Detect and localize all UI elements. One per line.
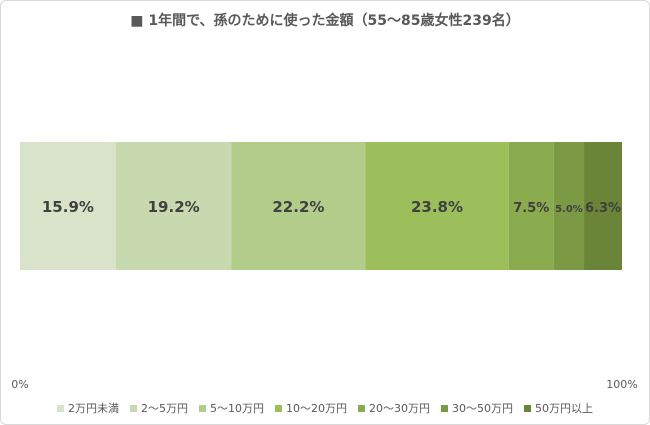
legend-label: 2万円未満 bbox=[68, 402, 119, 415]
data-label-3: 22.2% bbox=[272, 198, 324, 216]
chart-title: ■ 1年間で、孫のために使った金額（55～85歳女性239名） bbox=[130, 13, 520, 29]
legend-item-5: 20～30万円 bbox=[358, 400, 430, 416]
legend-label: 2～5万円 bbox=[141, 402, 188, 415]
legend-item-2: 2～5万円 bbox=[130, 400, 188, 416]
legend-swatch bbox=[275, 404, 282, 412]
legend-swatch bbox=[130, 404, 137, 412]
bar-segment-3 bbox=[231, 142, 366, 270]
legend-item-4: 10～20万円 bbox=[275, 400, 347, 416]
legend-swatch bbox=[441, 404, 448, 412]
legend-label: 5～10万円 bbox=[210, 402, 264, 415]
data-label-4: 23.8% bbox=[411, 198, 463, 216]
data-label-5: 7.5% bbox=[513, 201, 549, 216]
bar-segment-4 bbox=[365, 142, 509, 270]
x-tick-label-1: 0% bbox=[11, 378, 28, 391]
legend-swatch bbox=[358, 404, 365, 412]
data-label-7: 6.3% bbox=[585, 201, 621, 216]
data-labels: 15.9% 19.2% 22.2% 23.8% 7.5% 5.0% 6.3% bbox=[42, 198, 621, 216]
legend-swatch bbox=[57, 404, 64, 412]
legend-label: 50万円以上 bbox=[535, 402, 593, 415]
legend-swatch bbox=[524, 404, 531, 412]
legend-label: 10～20万円 bbox=[286, 402, 347, 415]
x-tick-label-2: 100% bbox=[606, 378, 637, 391]
data-label-6: 5.0% bbox=[555, 204, 583, 215]
bar-segment-2 bbox=[115, 142, 232, 270]
bar-segment-6 bbox=[553, 142, 585, 270]
x-axis: 0% 100% bbox=[11, 378, 637, 391]
legend-swatch bbox=[199, 404, 206, 412]
legend-label: 20～30万円 bbox=[369, 402, 430, 415]
legend-label: 30～50万円 bbox=[452, 402, 513, 415]
legend-item-3: 5～10万円 bbox=[199, 400, 264, 416]
legend: 2万円未満 2～5万円 5～10万円 10～20万円 20～30万円 30～50万円 50万… bbox=[20, 400, 630, 416]
bar-segments bbox=[20, 142, 622, 270]
legend-item-6: 30～50万円 bbox=[441, 400, 513, 416]
legend-item-7: 50万円以上 bbox=[524, 400, 593, 416]
legend-item-1: 2万円未満 bbox=[57, 400, 119, 416]
bar-segment-7 bbox=[584, 142, 622, 270]
bar-segment-1 bbox=[20, 142, 116, 270]
data-label-2: 19.2% bbox=[148, 198, 200, 216]
bar-segment-5 bbox=[508, 142, 554, 270]
data-label-1: 15.9% bbox=[42, 198, 94, 216]
